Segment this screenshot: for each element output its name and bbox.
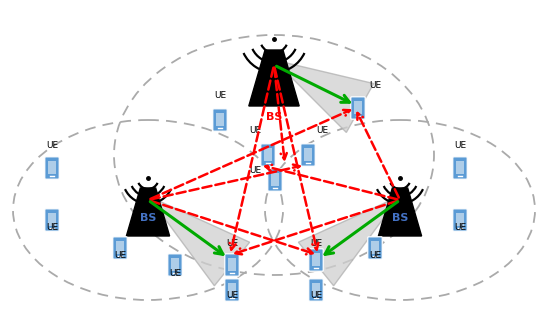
Polygon shape (227, 257, 236, 271)
Polygon shape (127, 188, 169, 236)
FancyBboxPatch shape (45, 209, 59, 231)
Polygon shape (116, 241, 124, 254)
Text: UE: UE (316, 126, 328, 135)
FancyBboxPatch shape (261, 144, 275, 166)
FancyArrowPatch shape (151, 165, 300, 199)
Text: UE: UE (46, 141, 58, 150)
Polygon shape (456, 213, 464, 226)
Polygon shape (264, 148, 272, 161)
FancyBboxPatch shape (45, 157, 59, 179)
FancyArrowPatch shape (275, 68, 318, 250)
Text: UE: UE (249, 166, 261, 175)
FancyBboxPatch shape (309, 249, 323, 271)
FancyBboxPatch shape (368, 237, 383, 259)
Polygon shape (170, 257, 179, 271)
Polygon shape (148, 196, 250, 286)
Polygon shape (274, 60, 374, 133)
Text: UE: UE (310, 291, 322, 300)
Polygon shape (48, 160, 56, 174)
Polygon shape (48, 213, 56, 226)
Text: UE: UE (114, 251, 126, 260)
FancyBboxPatch shape (113, 237, 127, 259)
Text: BS: BS (140, 213, 156, 223)
FancyArrowPatch shape (265, 165, 397, 199)
Text: UE: UE (249, 126, 261, 135)
FancyArrowPatch shape (357, 113, 399, 198)
Text: UE: UE (454, 223, 466, 232)
Polygon shape (456, 160, 464, 174)
FancyArrowPatch shape (151, 201, 313, 254)
Text: BS: BS (266, 112, 282, 122)
Polygon shape (304, 148, 312, 161)
Polygon shape (379, 188, 421, 236)
Text: UE: UE (369, 81, 381, 90)
Text: UE: UE (369, 251, 381, 260)
Polygon shape (227, 283, 236, 296)
FancyArrowPatch shape (230, 68, 273, 250)
FancyArrowPatch shape (275, 68, 287, 160)
Polygon shape (353, 100, 362, 114)
FancyBboxPatch shape (225, 254, 239, 276)
Polygon shape (249, 50, 299, 106)
Polygon shape (298, 196, 400, 286)
FancyBboxPatch shape (213, 109, 227, 131)
FancyArrowPatch shape (277, 66, 350, 102)
FancyArrowPatch shape (150, 202, 223, 254)
Text: BS: BS (392, 213, 408, 223)
FancyBboxPatch shape (268, 169, 282, 191)
FancyBboxPatch shape (301, 144, 315, 166)
Polygon shape (216, 112, 224, 126)
FancyBboxPatch shape (309, 279, 323, 301)
Text: UE: UE (226, 291, 238, 300)
Polygon shape (370, 241, 379, 254)
FancyArrowPatch shape (151, 110, 350, 199)
Polygon shape (271, 173, 279, 186)
Text: UE: UE (169, 269, 181, 278)
Text: UE: UE (310, 239, 322, 248)
Text: UE: UE (226, 239, 238, 248)
FancyBboxPatch shape (351, 97, 365, 119)
Text: UE: UE (46, 223, 58, 232)
FancyArrowPatch shape (235, 201, 397, 254)
Text: UE: UE (214, 91, 226, 100)
FancyArrowPatch shape (325, 202, 398, 254)
FancyBboxPatch shape (453, 209, 467, 231)
FancyBboxPatch shape (453, 157, 467, 179)
FancyBboxPatch shape (225, 279, 239, 301)
Polygon shape (312, 283, 321, 296)
Polygon shape (312, 252, 321, 266)
FancyBboxPatch shape (168, 254, 182, 276)
Text: UE: UE (454, 141, 466, 150)
